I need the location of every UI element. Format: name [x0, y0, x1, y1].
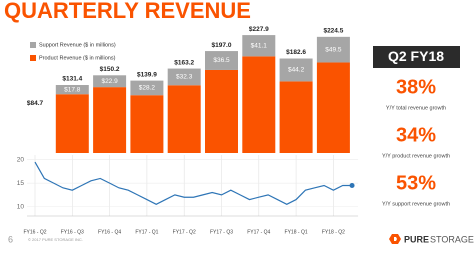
x-tick-label: FY16 - Q3: [61, 229, 84, 235]
bar-value-label: $22.9: [101, 78, 118, 85]
y-tick-label: 15: [17, 180, 25, 187]
bar-value-label: $49.5: [325, 46, 342, 53]
legend-label: Product Revenue ($ in millions): [39, 55, 116, 61]
bar-segment: [55, 85, 89, 95]
total-label: $182.6: [286, 49, 306, 56]
bar-segment: [167, 85, 201, 153]
kpi-label: Y/Y support revenue growth: [382, 201, 450, 207]
legend-swatch: [30, 55, 36, 61]
total-label: $227.9: [249, 26, 269, 33]
bar-segment: [316, 36, 350, 63]
total-label: $150.2: [100, 66, 120, 73]
period: Q2 FY18: [388, 48, 444, 64]
x-tick-label: FY17 - Q1: [135, 229, 158, 235]
logo: PURE STORAGE: [389, 234, 474, 244]
copyright: © 2017 PURE STORAGE INC.: [28, 237, 83, 242]
logo-icon-inner: [394, 237, 397, 241]
x-tick-label: FY16 - Q2: [23, 229, 46, 235]
bar-segment: [55, 94, 89, 153]
bar-value-label: $41.1: [251, 42, 268, 49]
x-tick-label: FY17 - Q4: [247, 229, 270, 235]
total-label: $197.0: [212, 42, 232, 49]
page-number: 6: [8, 234, 13, 244]
bar-segment: [93, 87, 127, 153]
total-label: $131.4: [62, 76, 82, 83]
x-tick-label: FY18 - Q2: [322, 229, 345, 235]
bar-segment: [242, 35, 276, 57]
total-label: $163.2: [174, 59, 194, 66]
bar-value-label: $32.3: [176, 74, 193, 81]
bar-value-label: $44.2: [288, 67, 305, 74]
bar-segment: [130, 95, 164, 153]
bar-segment: [316, 62, 350, 153]
y-tick-label: 10: [17, 203, 25, 210]
bar-value-label: $28.2: [139, 85, 156, 92]
bar-segment: [93, 75, 127, 88]
bar-segment: [205, 69, 238, 153]
bar-segment: [279, 81, 313, 153]
kpi-value: 53%: [396, 172, 436, 194]
bar-segment: [242, 56, 276, 153]
kpi-label: Y/Y total revenue growth: [386, 105, 446, 111]
total-label: $139.9: [137, 71, 157, 78]
bar-value-label: $36.5: [213, 57, 230, 64]
x-tick-label: FY17 - Q2: [173, 229, 196, 235]
period-box: [373, 46, 460, 68]
bar-segment: [130, 80, 164, 96]
kpi-value: 34%: [396, 124, 436, 146]
kpi-label: Y/Y product revenue growth: [382, 153, 450, 159]
bar-segment: [167, 68, 201, 86]
end-point: [349, 183, 355, 188]
legend-swatch: [30, 42, 36, 48]
price-line: [34, 161, 353, 205]
total-label: $224.5: [323, 28, 343, 35]
bar-segment: [205, 51, 238, 70]
x-tick-label: FY17 - Q3: [210, 229, 233, 235]
x-tick-label: FY18 - Q1: [285, 229, 308, 235]
logo-light: STORAGE: [430, 234, 474, 244]
bar-segment: [279, 58, 313, 82]
legend-label: Support Revenue ($ in millions): [39, 42, 116, 48]
slide-title: QUARTERLY REVENUE: [4, 0, 251, 23]
kpi-value: 38%: [396, 76, 436, 98]
total-label: $84.7: [27, 100, 44, 107]
logo-bold: PURE: [404, 234, 429, 244]
kpi-metrics: 38% Y/Y total revenue growth 34% Y/Y produc…: [382, 76, 450, 207]
y-tick-label: 20: [17, 156, 25, 163]
bar-value-label: $17.8: [64, 86, 81, 93]
x-tick-label: FY16 - Q4: [98, 229, 121, 235]
